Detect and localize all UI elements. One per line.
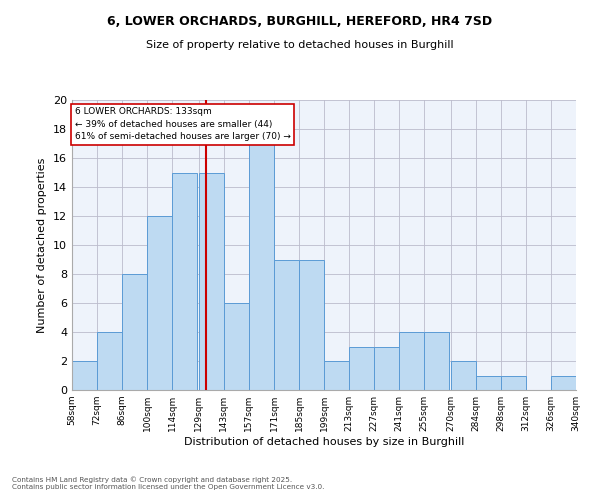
Bar — [274, 260, 299, 390]
Bar — [476, 376, 501, 390]
Bar — [551, 376, 576, 390]
Bar — [172, 172, 197, 390]
Y-axis label: Number of detached properties: Number of detached properties — [37, 158, 47, 332]
Bar — [374, 346, 399, 390]
X-axis label: Distribution of detached houses by size in Burghill: Distribution of detached houses by size … — [184, 437, 464, 447]
Bar — [122, 274, 147, 390]
Bar — [224, 303, 249, 390]
Text: Contains HM Land Registry data © Crown copyright and database right 2025.
Contai: Contains HM Land Registry data © Crown c… — [12, 476, 325, 490]
Bar — [324, 361, 349, 390]
Text: 6, LOWER ORCHARDS, BURGHILL, HEREFORD, HR4 7SD: 6, LOWER ORCHARDS, BURGHILL, HEREFORD, H… — [107, 15, 493, 28]
Bar — [349, 346, 374, 390]
Bar — [424, 332, 449, 390]
Bar — [72, 361, 97, 390]
Bar — [451, 361, 476, 390]
Text: Size of property relative to detached houses in Burghill: Size of property relative to detached ho… — [146, 40, 454, 50]
Bar — [249, 144, 274, 390]
Text: 6 LOWER ORCHARDS: 133sqm
← 39% of detached houses are smaller (44)
61% of semi-d: 6 LOWER ORCHARDS: 133sqm ← 39% of detach… — [74, 108, 290, 142]
Bar — [199, 172, 224, 390]
Bar — [97, 332, 122, 390]
Bar — [299, 260, 324, 390]
Bar — [147, 216, 172, 390]
Bar — [399, 332, 424, 390]
Bar — [501, 376, 526, 390]
